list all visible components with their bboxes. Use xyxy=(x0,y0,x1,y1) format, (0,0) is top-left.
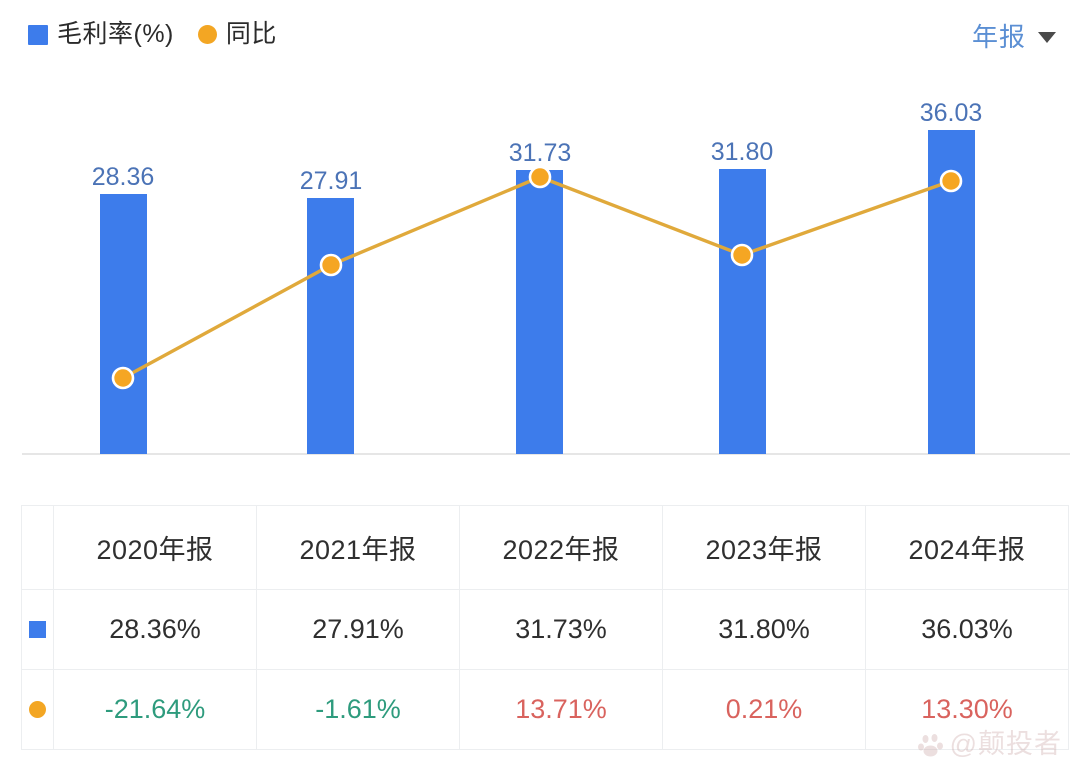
cell-gross-margin-2023: 31.80% xyxy=(662,589,866,670)
table-header-2020: 2020年报 xyxy=(53,505,257,590)
period-selector-label: 年报 xyxy=(971,22,1026,52)
bar-value-labels: 28.36 27.91 31.73 31.80 36.03 xyxy=(92,99,983,195)
chart-legend: 毛利率(%) 同比 xyxy=(28,22,277,47)
bar-2021[interactable] xyxy=(307,198,354,454)
legend-item-gross-margin[interactable]: 毛利率(%) xyxy=(28,22,174,47)
cell-yoy-2023: 0.21% xyxy=(662,669,866,750)
bar-label-2020: 28.36 xyxy=(92,163,155,191)
legend-dot-marker-icon xyxy=(197,25,217,44)
table-header-2024: 2024年报 xyxy=(865,505,1069,590)
bar-2020[interactable] xyxy=(100,194,147,454)
bar-label-2021: 27.91 xyxy=(300,167,363,195)
bar-series xyxy=(100,130,975,454)
yoy-point-2021[interactable] xyxy=(319,253,343,277)
table-header-row: 2020年报 2021年报 2022年报 2023年报 2024年报 xyxy=(21,505,1069,590)
yoy-point-2022[interactable] xyxy=(528,165,552,189)
bar-label-2023: 31.80 xyxy=(711,138,774,166)
row-marker-yoy xyxy=(21,669,54,750)
yoy-point-series xyxy=(111,165,963,390)
bar-label-2024: 36.03 xyxy=(920,99,983,127)
combo-chart: 28.36 27.91 31.73 31.80 36.03 xyxy=(22,99,1070,455)
table-header-2021: 2021年报 xyxy=(256,505,460,590)
legend-label-yoy: 同比 xyxy=(225,20,277,48)
cell-gross-margin-2022: 31.73% xyxy=(459,589,663,670)
cell-yoy-2024: 13.30% xyxy=(865,669,1069,750)
table-row: -21.64% -1.61% 13.71% 0.21% 13.30% xyxy=(21,669,1069,750)
chevron-down-icon xyxy=(1038,31,1056,43)
yoy-point-2023[interactable] xyxy=(730,243,754,267)
yoy-point-2024[interactable] xyxy=(939,169,963,193)
legend-square-marker-icon xyxy=(28,24,48,45)
cell-gross-margin-2024: 36.03% xyxy=(865,589,1069,670)
legend-item-yoy[interactable]: 同比 xyxy=(197,20,277,48)
bar-2023[interactable] xyxy=(719,169,766,454)
data-table: 2020年报 2021年报 2022年报 2023年报 2024年报 28.36… xyxy=(21,505,1069,750)
chart-header: 毛利率(%) 同比 年报 xyxy=(0,0,1080,78)
cell-yoy-2022: 13.71% xyxy=(459,669,663,750)
data-table-container: 2020年报 2021年报 2022年报 2023年报 2024年报 28.36… xyxy=(21,505,1069,750)
table-header-2022: 2022年报 xyxy=(459,505,663,590)
bar-label-2022: 31.73 xyxy=(509,139,572,167)
table-header-marker xyxy=(21,505,54,590)
row-marker-gross-margin xyxy=(21,589,54,670)
dot-marker-icon xyxy=(29,700,46,718)
cell-gross-margin-2020: 28.36% xyxy=(53,589,257,670)
bar-2022[interactable] xyxy=(516,170,563,454)
cell-yoy-2020: -21.64% xyxy=(53,669,257,750)
period-selector-dropdown[interactable]: 年报 xyxy=(972,24,1056,50)
cell-yoy-2021: -1.61% xyxy=(256,669,460,750)
table-row: 28.36% 27.91% 31.73% 31.80% 36.03% xyxy=(21,589,1069,670)
table-header-2023: 2023年报 xyxy=(662,505,866,590)
square-marker-icon xyxy=(29,620,46,638)
legend-label-gross-margin: 毛利率(%) xyxy=(57,20,174,48)
cell-gross-margin-2021: 27.91% xyxy=(256,589,460,670)
chart-plot-area: 28.36 27.91 31.73 31.80 36.03 xyxy=(0,78,1080,490)
yoy-point-2020[interactable] xyxy=(111,366,135,390)
